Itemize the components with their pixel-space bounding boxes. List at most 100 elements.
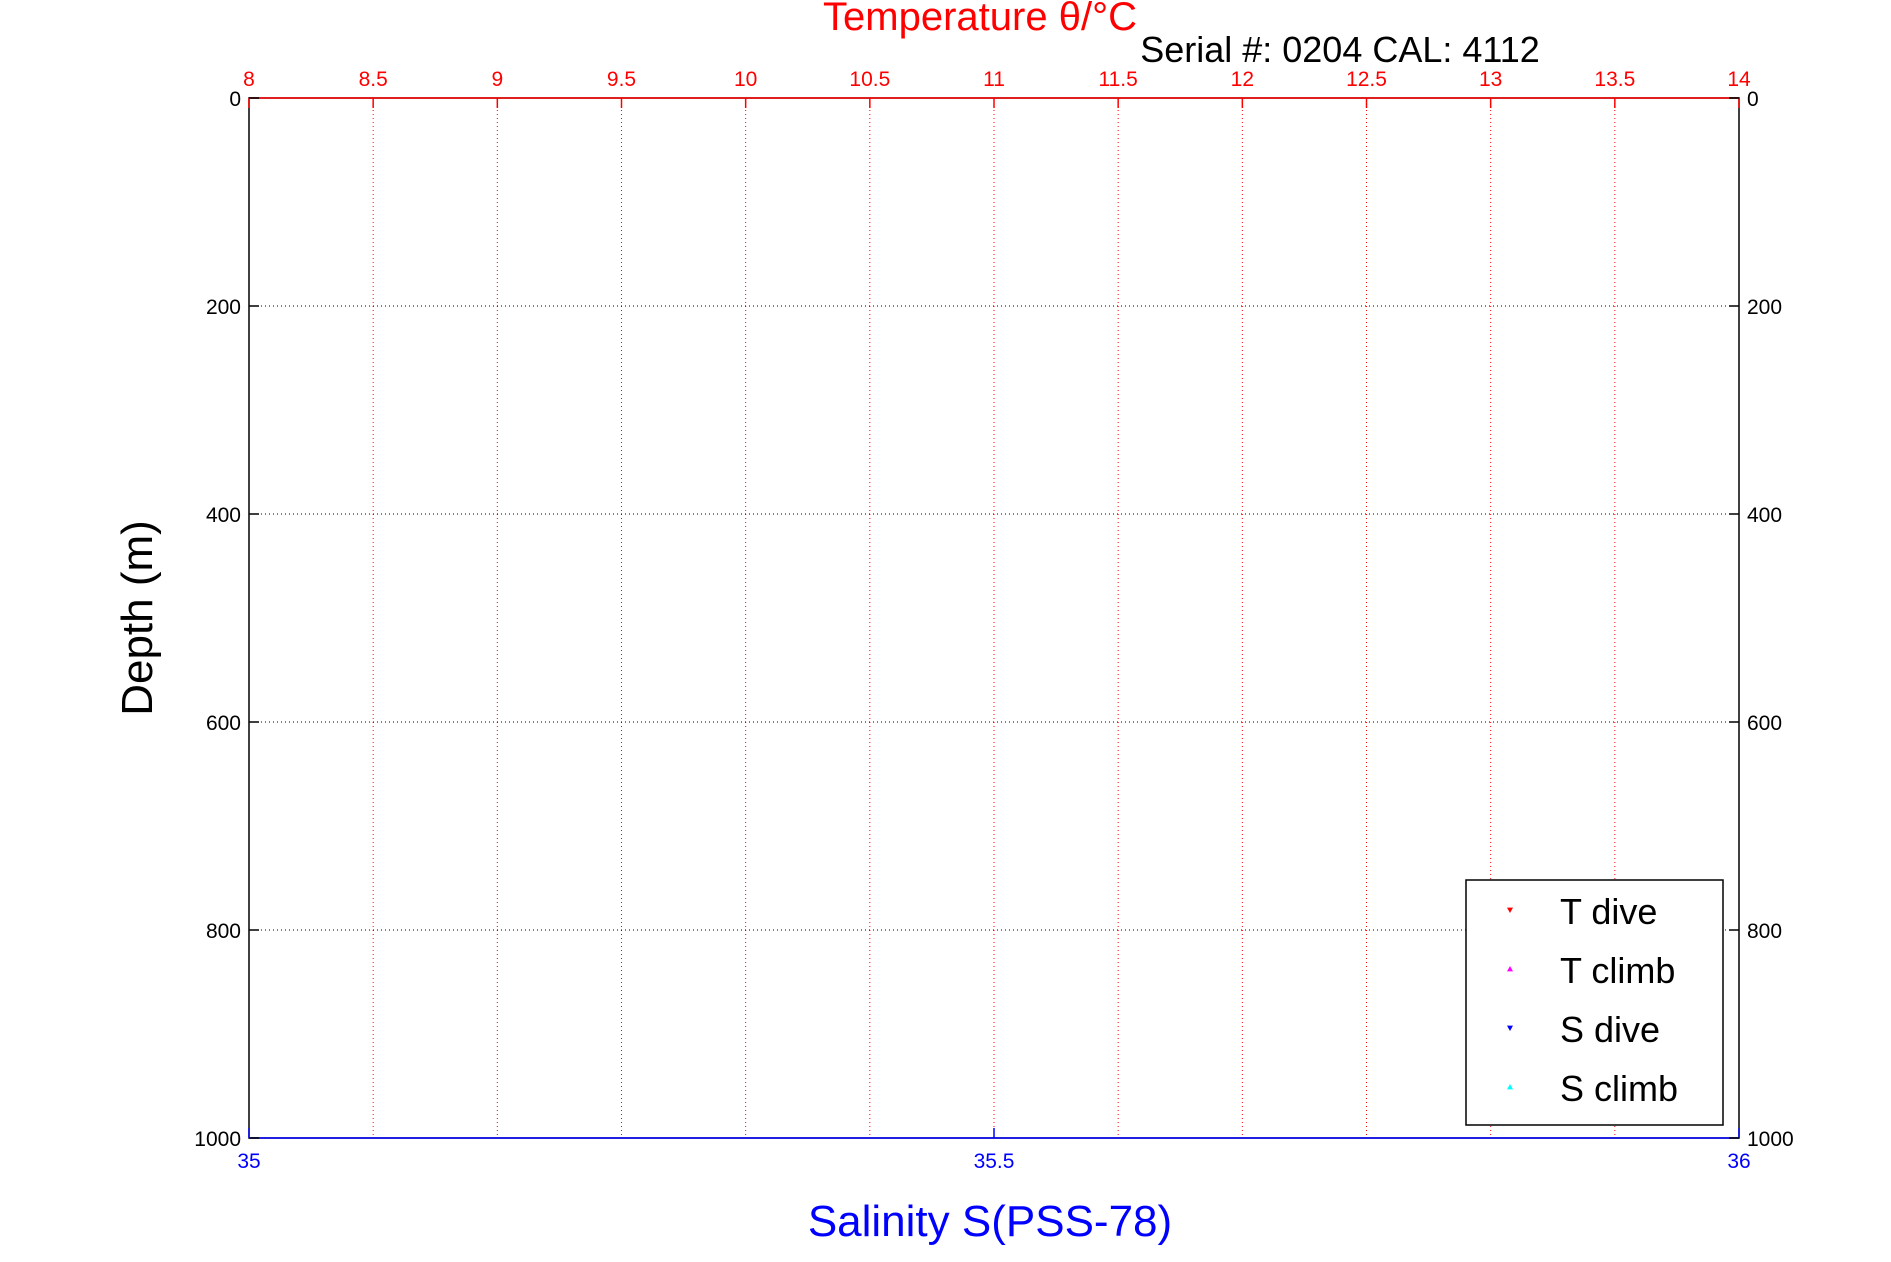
data-point [1110,303,1114,307]
data-point [965,649,968,652]
data-point [967,706,970,710]
data-point [1110,329,1114,333]
data-point [982,931,986,934]
data-point [638,934,642,937]
data-point [949,671,952,674]
y-tick-label-right: 1000 [1747,1128,1794,1151]
data-point [909,697,912,701]
data-point [950,934,953,938]
data-point [977,858,980,862]
data-point [1021,927,1024,930]
data-point [922,737,925,740]
data-point [1064,486,1067,489]
data-point [982,814,986,818]
data-point [974,857,978,860]
data-point [836,732,839,736]
data-point [1125,256,1129,260]
data-point [1021,823,1024,827]
data-point [1173,269,1177,272]
data-point [694,833,698,836]
data-point [969,838,973,841]
data-point [972,837,976,840]
data-point [644,934,648,937]
y-tick-label-left: 600 [206,712,241,735]
data-point [1012,639,1015,642]
data-point [992,831,996,835]
data-point [958,849,961,853]
data-point [1113,298,1116,301]
data-point [847,728,850,731]
data-point [961,709,965,712]
data-point [681,850,684,853]
data-point [901,994,904,997]
data-point [681,844,684,847]
top-tick-label: 11 [983,68,1005,91]
data-point [1127,325,1131,328]
data-point [909,964,912,967]
data-point [741,904,745,907]
bottom-tick-label: 36 [1727,1150,1750,1173]
data-point [740,901,743,905]
y-tick-label-left: 1000 [194,1128,241,1151]
data-point [1137,367,1141,370]
data-point [760,781,763,784]
data-point [532,961,535,964]
data-point [1019,545,1022,548]
data-point [892,1010,895,1014]
series-t-climb [271,98,1516,1138]
data-point [779,756,782,759]
y-tick-label-left: 400 [206,504,241,527]
data-point [909,745,912,749]
data-point [753,794,756,797]
data-point [955,934,959,937]
data-point [1007,827,1010,831]
data-point [979,931,983,934]
data-point [1007,633,1011,637]
data-point [975,836,978,839]
data-point [572,937,575,941]
data-point [979,814,983,817]
data-point [908,949,912,953]
data-point [1009,687,1012,690]
legend-marker [1507,1025,1513,1031]
data-point [743,800,746,803]
y-axis-label: Depth (m) [113,520,162,716]
data-point [1002,563,1005,566]
data-point [998,692,1001,695]
data-point [985,930,988,934]
data-point [920,937,923,941]
data-point [1017,613,1021,616]
data-point [994,817,997,820]
data-point [898,703,902,706]
data-point [1038,475,1042,478]
data-point [635,934,639,937]
data-point [771,760,774,763]
legend-label: T climb [1560,950,1675,991]
top-tick-label: 12 [1231,68,1254,91]
data-point [1017,642,1020,645]
data-point [919,783,923,786]
data-point [686,931,689,934]
data-point [738,899,741,902]
data-point [1036,489,1039,493]
data-point [1106,409,1110,412]
data-point [738,803,741,806]
data-point [872,717,876,720]
data-point [1016,574,1019,577]
legend-marker [1507,907,1513,913]
data-point [1118,376,1121,379]
data-point [993,576,997,579]
top-tick-label: 8.5 [359,68,388,91]
data-point [978,835,981,839]
data-point [728,809,731,813]
top-tick-label: 11.5 [1099,68,1138,91]
data-point [864,720,867,724]
data-point [1015,822,1018,825]
data-point [1111,398,1114,401]
y-tick-label-right: 400 [1747,504,1782,527]
data-point [1036,483,1039,486]
data-point [1120,383,1123,386]
data-point [1008,556,1011,559]
data-point [924,974,927,977]
data-point [714,879,717,882]
